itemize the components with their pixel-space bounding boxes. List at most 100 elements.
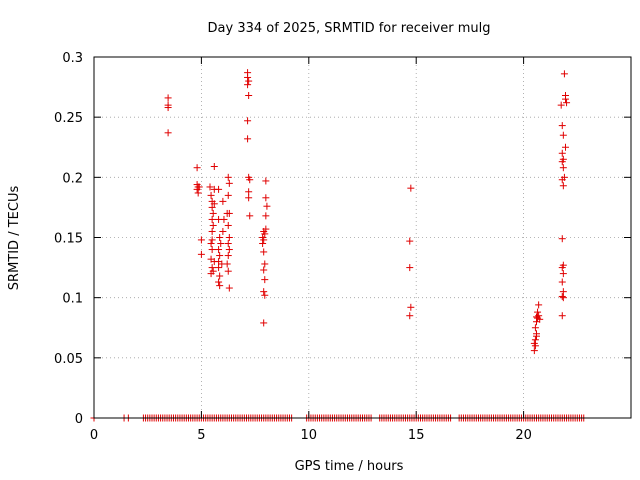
data-point bbox=[558, 278, 566, 286]
data-point bbox=[164, 104, 172, 112]
data-point bbox=[220, 215, 228, 223]
data-point bbox=[207, 191, 215, 199]
data-point bbox=[557, 101, 565, 109]
data-point bbox=[559, 131, 567, 139]
data-point bbox=[560, 173, 568, 181]
data-point bbox=[262, 194, 270, 202]
data-point bbox=[164, 129, 172, 137]
data-point bbox=[260, 236, 268, 244]
data-point bbox=[246, 212, 254, 220]
data-point bbox=[245, 188, 253, 196]
data-point bbox=[261, 260, 269, 268]
data-point bbox=[216, 252, 224, 260]
data-point bbox=[406, 237, 414, 245]
data-point bbox=[531, 342, 539, 350]
data-point bbox=[561, 95, 569, 103]
data-point bbox=[217, 240, 225, 248]
data-point bbox=[262, 225, 270, 233]
grid bbox=[94, 57, 631, 418]
data-point bbox=[225, 246, 233, 254]
y-tick-label: 0.05 bbox=[54, 352, 83, 367]
data-point bbox=[215, 278, 223, 286]
data-point bbox=[208, 236, 216, 244]
y-tick-label: 0.3 bbox=[62, 51, 83, 66]
data-point bbox=[534, 308, 542, 316]
data-point bbox=[225, 209, 233, 217]
data-point bbox=[559, 164, 567, 172]
data-point bbox=[535, 301, 543, 309]
data-point bbox=[263, 202, 271, 210]
data-point bbox=[559, 288, 567, 296]
data-point bbox=[244, 81, 252, 89]
data-point bbox=[208, 227, 216, 235]
data-point bbox=[558, 292, 566, 300]
data-point bbox=[224, 267, 232, 275]
data-points bbox=[90, 69, 588, 422]
data-point bbox=[209, 221, 217, 229]
x-axis-label: GPS time / hours bbox=[295, 459, 404, 474]
x-tick-label: 5 bbox=[197, 428, 205, 443]
y-tick-labels: 0 0.05 0.1 0.15 0.2 0.25 0.3 bbox=[54, 51, 83, 427]
data-point bbox=[244, 73, 252, 81]
data-point bbox=[206, 183, 214, 191]
x-tick-labels: 0 5 10 15 20 bbox=[90, 428, 532, 443]
data-point bbox=[244, 117, 252, 125]
data-point bbox=[244, 135, 252, 143]
data-point bbox=[261, 230, 269, 238]
data-point bbox=[193, 164, 201, 172]
y-tick-label: 0 bbox=[75, 412, 83, 427]
data-point bbox=[245, 77, 253, 85]
data-point bbox=[531, 324, 539, 332]
data-point bbox=[246, 176, 254, 184]
chart-title: Day 334 of 2025, SRMTID for receiver mul… bbox=[208, 21, 491, 36]
y-axis-label: SRMTID / TECUs bbox=[7, 186, 22, 291]
data-point bbox=[559, 182, 567, 190]
data-point bbox=[208, 215, 216, 223]
data-point bbox=[558, 122, 566, 130]
data-point bbox=[215, 246, 223, 254]
y-tick-label: 0.1 bbox=[62, 292, 83, 307]
data-point bbox=[532, 330, 540, 338]
data-point bbox=[208, 203, 216, 211]
x-tick-label: 15 bbox=[408, 428, 425, 443]
data-point bbox=[407, 184, 415, 192]
data-point bbox=[224, 240, 232, 248]
data-point bbox=[558, 158, 566, 166]
x-tick-label: 0 bbox=[90, 428, 98, 443]
data-point bbox=[245, 194, 253, 202]
data-point bbox=[224, 221, 232, 229]
data-point bbox=[216, 234, 224, 241]
data-point bbox=[558, 235, 566, 243]
data-point bbox=[208, 246, 216, 254]
data-point bbox=[225, 179, 233, 187]
data-point bbox=[219, 227, 227, 235]
data-point bbox=[210, 200, 218, 208]
data-point bbox=[225, 234, 233, 241]
data-point bbox=[224, 173, 232, 181]
data-point bbox=[209, 267, 217, 275]
data-point bbox=[260, 319, 268, 327]
data-point bbox=[261, 291, 269, 299]
y-tick-label: 0.2 bbox=[62, 171, 83, 186]
x-tick-label: 10 bbox=[301, 428, 318, 443]
data-point bbox=[197, 250, 205, 258]
data-point bbox=[558, 149, 566, 157]
data-point bbox=[259, 240, 267, 248]
data-point bbox=[262, 212, 270, 220]
data-point bbox=[262, 177, 270, 185]
data-point bbox=[563, 99, 571, 107]
data-point bbox=[207, 240, 215, 248]
data-point bbox=[215, 185, 223, 193]
data-point bbox=[216, 282, 224, 290]
data-point bbox=[260, 288, 268, 296]
data-point bbox=[559, 294, 567, 302]
data-point bbox=[225, 284, 233, 292]
x-tick-label: 20 bbox=[515, 428, 532, 443]
data-point bbox=[224, 191, 232, 199]
data-point bbox=[261, 276, 269, 284]
data-point bbox=[561, 143, 569, 151]
data-point bbox=[208, 264, 216, 272]
data-point bbox=[558, 264, 566, 272]
data-point bbox=[164, 94, 172, 102]
